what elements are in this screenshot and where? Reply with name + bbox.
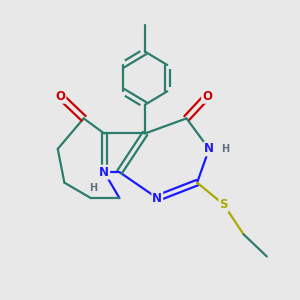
Text: N: N bbox=[152, 192, 162, 205]
Text: H: H bbox=[222, 144, 230, 154]
Text: H: H bbox=[89, 183, 97, 193]
Text: O: O bbox=[56, 90, 65, 103]
Text: S: S bbox=[219, 198, 228, 211]
Text: N: N bbox=[99, 166, 109, 178]
Text: O: O bbox=[202, 90, 212, 103]
Text: N: N bbox=[204, 142, 214, 155]
